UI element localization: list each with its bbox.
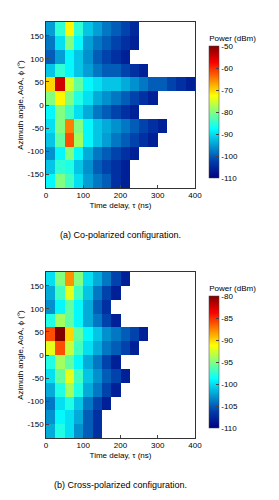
svg-text:100: 100 [30,55,44,64]
svg-text:-80: -80 [221,108,233,117]
svg-text:-70: -70 [221,86,233,95]
svg-text:-90: -90 [221,130,233,139]
svg-text:-90: -90 [221,336,233,345]
svg-text:-100: -100 [221,152,238,161]
svg-text:300: 300 [151,441,165,450]
svg-text:100: 100 [77,441,91,450]
svg-text:100: 100 [77,191,91,200]
svg-text:-95: -95 [221,358,233,367]
svg-text:-50: -50 [221,42,233,51]
svg-text:Time delay, τ (ns): Time delay, τ (ns) [90,451,152,460]
svg-text:Power (dBm): Power (dBm) [209,284,256,293]
svg-text:0: 0 [44,441,49,450]
svg-text:-50: -50 [32,374,44,383]
svg-text:-100: -100 [28,147,45,156]
svg-text:200: 200 [114,191,128,200]
svg-text:400: 400 [188,441,202,450]
svg-text:-85: -85 [221,314,233,323]
svg-text:-100: -100 [28,397,45,406]
svg-text:-100: -100 [221,380,238,389]
svg-text:-50: -50 [32,124,44,133]
svg-text:Time delay, τ (ns): Time delay, τ (ns) [90,201,152,210]
svg-text:Power (dBm): Power (dBm) [209,34,256,43]
svg-text:50: 50 [35,78,44,87]
svg-text:-80: -80 [221,292,233,301]
svg-text:0: 0 [39,351,44,360]
svg-text:0: 0 [44,191,49,200]
svg-text:Azimuth angle, AoA, ϕ (°): Azimuth angle, AoA, ϕ (°) [16,310,25,400]
svg-text:-110: -110 [221,424,237,433]
svg-text:100: 100 [30,305,44,314]
svg-text:-150: -150 [28,170,45,179]
svg-text:150: 150 [30,282,44,291]
svg-text:-110: -110 [221,174,237,183]
svg-text:(a) Co-polarized configuration: (a) Co-polarized configuration. [60,230,181,240]
svg-text:200: 200 [114,441,128,450]
svg-text:0: 0 [39,101,44,110]
svg-text:Azimuth angle, AoA, ϕ (°): Azimuth angle, AoA, ϕ (°) [16,60,25,150]
svg-text:400: 400 [188,191,202,200]
svg-text:(b) Cross-polarized configurat: (b) Cross-polarized configuration. [54,480,187,490]
svg-text:-105: -105 [221,402,238,411]
svg-text:300: 300 [151,191,165,200]
svg-text:50: 50 [35,328,44,337]
svg-text:-150: -150 [28,420,45,429]
svg-text:-60: -60 [221,64,233,73]
svg-text:150: 150 [30,32,44,41]
